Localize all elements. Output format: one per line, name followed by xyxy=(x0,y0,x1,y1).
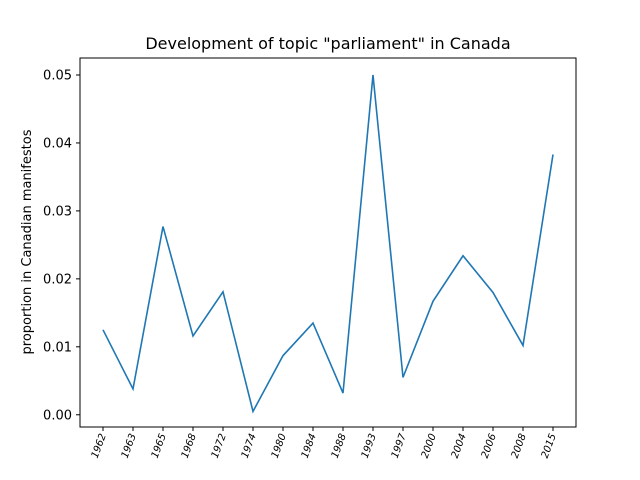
x-axis: 1962 1963 1965 1968 1972 1974 1980 1984 1988 1993… xyxy=(90,427,559,460)
x-tick-label: 2004 xyxy=(450,432,469,460)
series-line xyxy=(102,74,554,414)
x-tick-label: 1968 xyxy=(180,432,199,460)
x-tick-label: 2015 xyxy=(540,432,559,460)
x-tick-label: 1984 xyxy=(300,432,319,460)
chart-title: Development of topic "parliament" in Can… xyxy=(145,34,510,53)
y-tick-label: 0.01 xyxy=(43,340,72,355)
y-tick-label: 0.05 xyxy=(43,68,72,83)
x-tick-label: 1993 xyxy=(360,432,379,460)
x-tick-label: 1972 xyxy=(210,432,229,460)
x-tick-label: 1974 xyxy=(240,432,259,460)
x-tick-label: 2000 xyxy=(420,432,439,460)
x-tick-label: 1963 xyxy=(120,432,139,460)
x-tick-label: 1997 xyxy=(390,432,409,460)
y-axis: 0.00 0.01 0.02 0.03 0.04 0.05 xyxy=(43,68,80,423)
x-tick-label: 1962 xyxy=(90,432,109,460)
x-tick-label: 2006 xyxy=(480,432,499,460)
x-tick-label: 1988 xyxy=(330,432,349,460)
y-tick-label: 0.02 xyxy=(43,272,72,287)
y-tick-label: 0.03 xyxy=(43,204,72,219)
x-tick-label: 1980 xyxy=(270,432,289,460)
x-tick-label: 1965 xyxy=(150,432,169,460)
plot-area xyxy=(79,57,577,428)
y-axis-label: proportion in Canadian manifestos xyxy=(20,129,35,354)
y-tick-label: 0.00 xyxy=(43,408,72,423)
x-tick-label: 2008 xyxy=(510,432,529,460)
y-tick-label: 0.04 xyxy=(43,136,72,151)
